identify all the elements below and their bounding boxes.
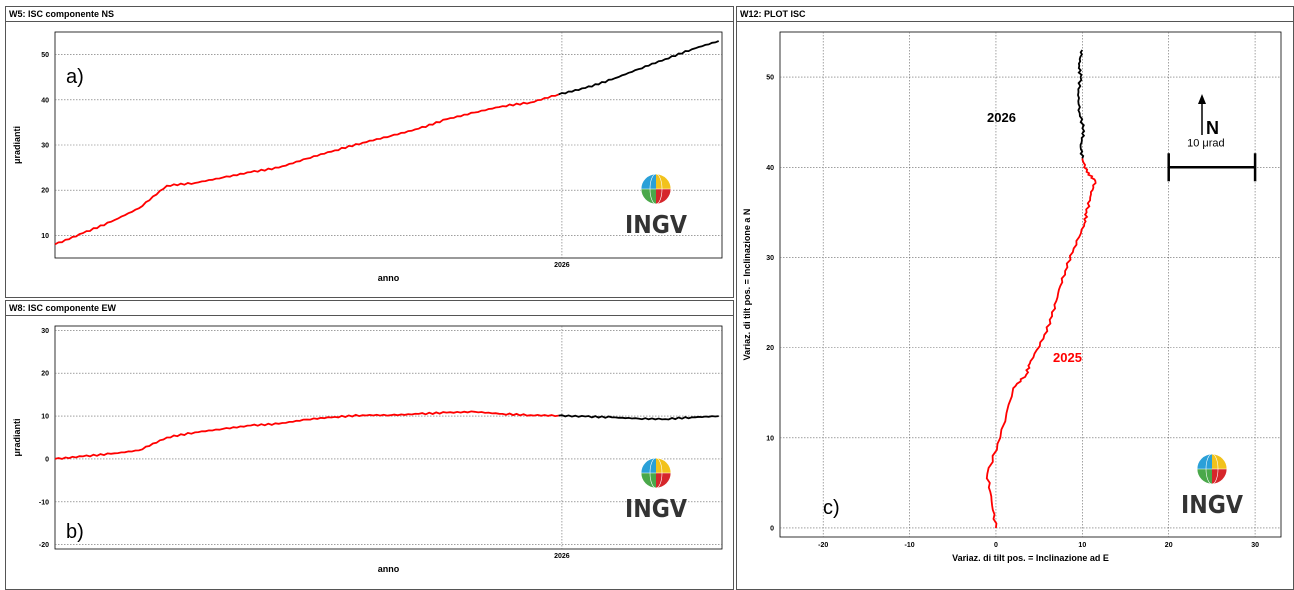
series-line <box>558 414 719 421</box>
y-tick-label: -20 <box>39 542 49 549</box>
x-tick-label: 30 <box>1251 542 1259 549</box>
ingv-logo: INGV <box>625 173 688 239</box>
panel-ew-title: W8: ISC componente EW <box>6 301 733 316</box>
x-tick-label: 2026 <box>554 553 570 560</box>
north-label: N <box>1206 118 1219 138</box>
y-tick-label: 50 <box>41 52 49 59</box>
y-axis-label: μradianti <box>12 418 22 456</box>
plot-area <box>779 31 1282 538</box>
y-axis-label: μradianti <box>12 126 22 164</box>
x-tick-label: -10 <box>905 542 915 549</box>
y-tick-label: 30 <box>766 255 774 262</box>
y-tick-label: 10 <box>766 435 774 442</box>
y-tick-label: 10 <box>41 233 49 240</box>
x-tick-label: 10 <box>1078 542 1086 549</box>
panel-plot-title: W12: PLOT ISC <box>737 7 1293 22</box>
y-tick-label: 30 <box>41 143 49 150</box>
logo-text: INGV <box>625 494 688 523</box>
x-tick-label: -20 <box>818 542 828 549</box>
y-tick-label: -10 <box>39 499 49 506</box>
x-tick-label: 0 <box>994 542 998 549</box>
x-axis-label: anno <box>378 564 400 574</box>
x-tick-label: 2026 <box>554 262 570 269</box>
panel-ns-title: W5: ISC componente NS <box>6 7 733 22</box>
y-tick-label: 20 <box>766 345 774 352</box>
ingv-logo: INGV <box>1181 453 1244 519</box>
x-axis-label: anno <box>378 273 400 283</box>
series-line <box>54 93 559 246</box>
y-tick-label: 20 <box>41 188 49 195</box>
y-tick-label: 40 <box>41 97 49 104</box>
x-tick-label: 20 <box>1165 542 1173 549</box>
y-tick-label: 40 <box>766 165 774 172</box>
chart-ew: -20 -10 0 10 20 30 2026 anno μradianti b) INGV <box>12 325 723 574</box>
logo-text: INGV <box>1181 490 1244 519</box>
panel-letter: c) <box>823 497 840 519</box>
chart-plot: -20 -10 0 10 20 30 0 10 20 30 40 50 2026 2025 N10 μrad… <box>742 31 1282 563</box>
panel-ns: W5: ISC componente NS 10 20 30 40 50 2026 anno… <box>5 6 734 298</box>
series-path <box>1077 49 1086 159</box>
panel-letter: b) <box>66 521 84 543</box>
y-axis-label: Variaz. di tilt pos. = Inclinazione a N <box>742 209 752 361</box>
x-axis-label: Variaz. di tilt pos. = Inclinazione ad E <box>952 553 1109 563</box>
chart-ns: 10 20 30 40 50 2026 anno μradianti a) INGV <box>12 31 723 283</box>
panel-ew: W8: ISC componente EW -20 -10 0 10 20 30 2026 a… <box>5 300 734 590</box>
north-arrow-head <box>1198 94 1206 104</box>
y-tick-label: 0 <box>770 525 774 532</box>
y-tick-label: 0 <box>45 456 49 463</box>
series-path <box>985 158 1097 529</box>
y-tick-label: 50 <box>766 75 774 82</box>
y-tick-label: 30 <box>41 328 49 335</box>
scale-label: 10 μrad <box>1187 137 1225 149</box>
series-line <box>558 40 720 96</box>
plot-area <box>54 325 723 550</box>
logo-text: INGV <box>625 210 688 239</box>
series-line <box>54 410 559 460</box>
year-label-2026: 2026 <box>987 110 1016 125</box>
ingv-logo: INGV <box>625 457 688 523</box>
year-label-2025: 2025 <box>1053 350 1082 365</box>
panel-letter: a) <box>66 66 84 88</box>
y-tick-label: 10 <box>41 414 49 421</box>
panel-plot: W12: PLOT ISC -20 -10 0 10 20 30 0 10 20 30 40 50 20… <box>736 6 1294 590</box>
y-tick-label: 20 <box>41 371 49 378</box>
